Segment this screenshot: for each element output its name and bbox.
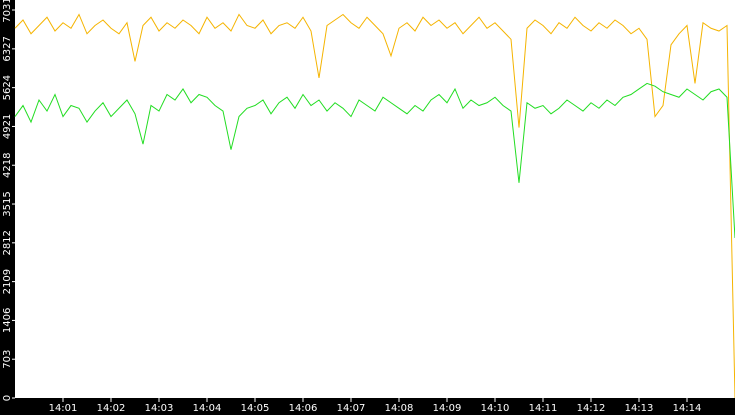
x-tick-label: 14:07 [337,403,366,414]
y-tick-label: 3515 [2,191,13,216]
y-tick-label: 4218 [2,153,13,178]
y-tick-label: 0 [2,395,13,401]
y-tick-label: 4921 [2,114,13,139]
y-tick-label: 5624 [2,75,13,100]
x-tick-label: 14:02 [97,403,126,414]
series-line [14,82,735,238]
y-tick-label: 2109 [2,269,13,294]
x-tick-label: 14:14 [673,403,702,414]
plot-area [15,0,735,398]
x-tick-label: 14:03 [145,403,174,414]
y-tick-label: 2812 [2,230,13,255]
x-tick-label: 14:05 [241,403,270,414]
y-tick-label: 6327 [2,36,13,61]
y-tick-label: 1406 [2,308,13,333]
x-tick-label: 14:08 [385,403,414,414]
x-tick-label: 14:13 [625,403,654,414]
y-tick-label: 703 [2,350,13,369]
x-tick-label: 14:04 [193,403,222,414]
x-tick-label: 14:06 [289,403,318,414]
x-tick-label: 14:12 [577,403,606,414]
series-line [14,13,735,399]
x-tick-label: 14:01 [49,403,78,414]
x-tick-label: 14:10 [481,403,510,414]
y-tick-label: 7031 [2,0,13,23]
x-tick-label: 14:09 [433,403,462,414]
x-tick-label: 14:11 [529,403,558,414]
